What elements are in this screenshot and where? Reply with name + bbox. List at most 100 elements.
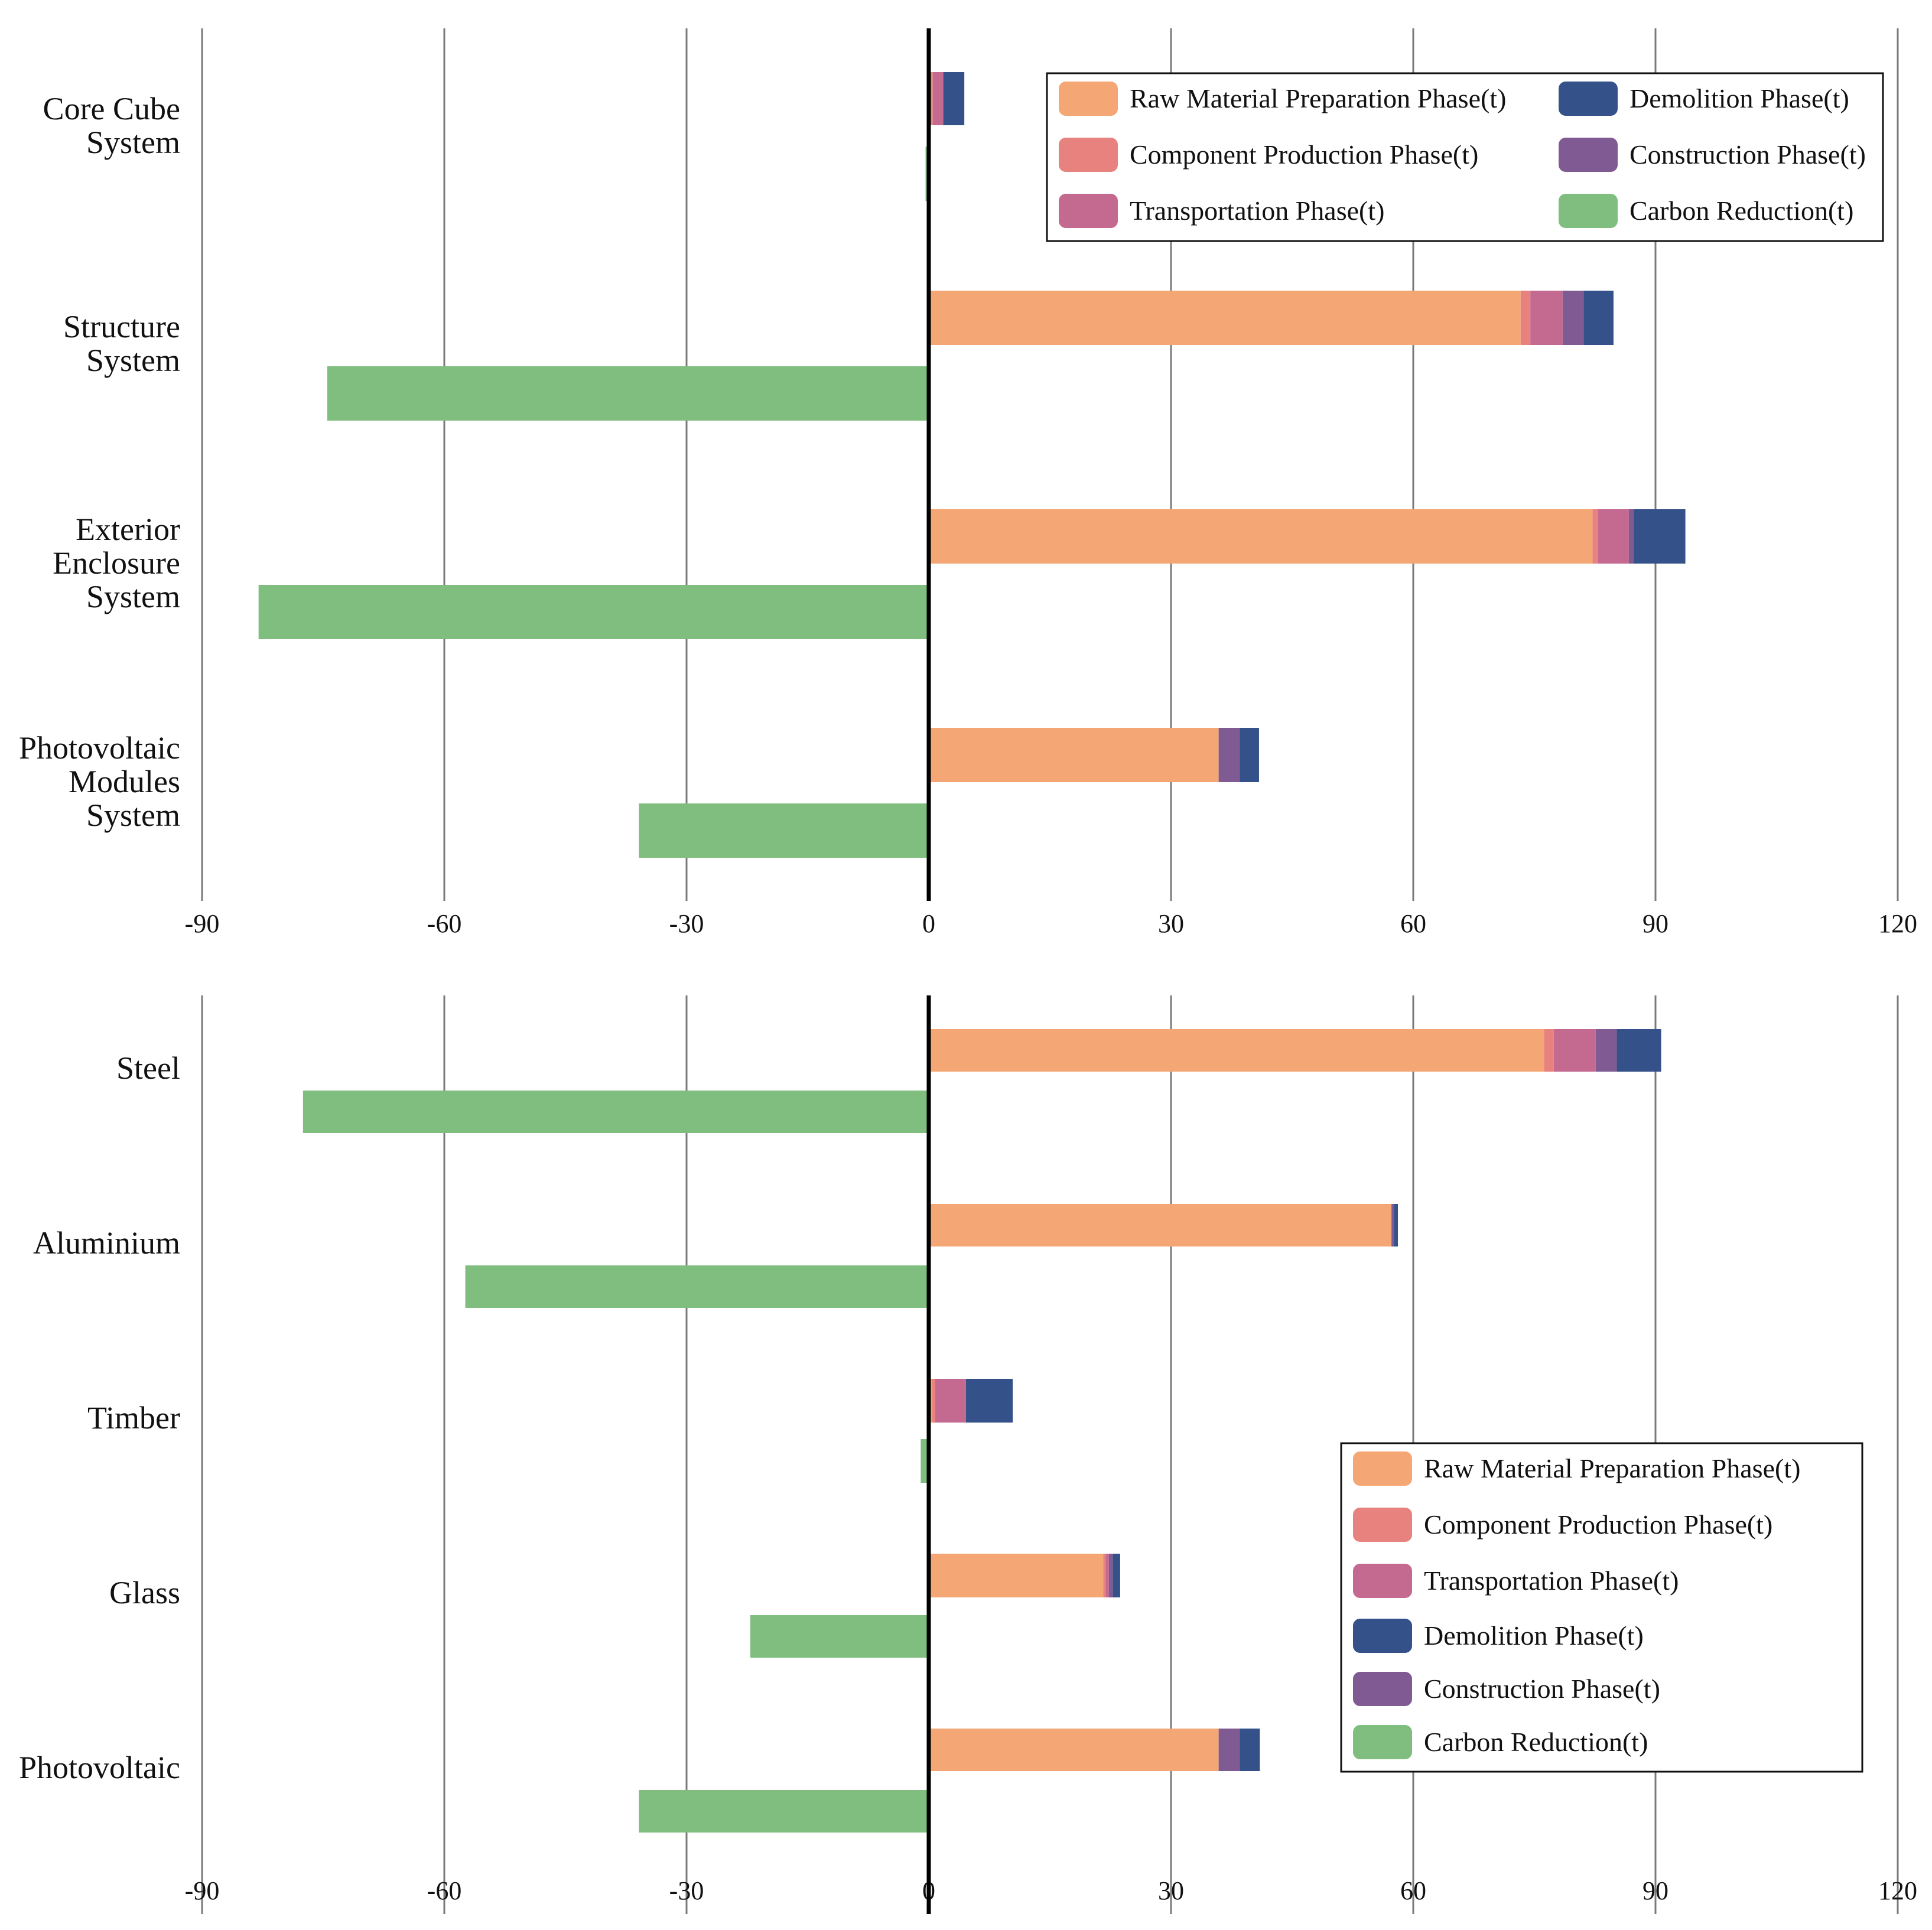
legend-swatch-construction (1353, 1672, 1412, 1706)
bar-segment-demolition (1113, 1554, 1120, 1597)
x-tick-label: 120 (1878, 909, 1917, 938)
bar-segment-transport (1553, 1029, 1596, 1072)
category-label: Enclosure (53, 545, 180, 581)
legend-swatch-transport (1059, 194, 1118, 228)
category-label: Modules (69, 764, 180, 799)
bar-segment-demolition (1634, 509, 1686, 564)
x-tick-label: -90 (185, 909, 220, 938)
legend-label-demolition: Demolition Phase(t) (1424, 1620, 1644, 1651)
x-tick-label: -90 (185, 1876, 220, 1905)
legend-swatch-raw (1353, 1451, 1412, 1486)
bar-segment-component (1592, 509, 1598, 564)
legend-label-component: Component Production Phase(t) (1130, 139, 1478, 170)
category-label: Aluminium (33, 1225, 180, 1261)
bar-segment-demolition (943, 72, 965, 125)
bar-segment-demolition (1394, 1204, 1398, 1246)
bar-segment-demolition (1583, 291, 1614, 345)
legend-label-component: Component Production Phase(t) (1424, 1509, 1772, 1540)
legend-swatch-reduction (1559, 194, 1618, 228)
bar-segment-construction (1595, 1029, 1617, 1072)
bar-segment-raw (929, 509, 1593, 564)
bar-segment-reduction (639, 1790, 929, 1833)
x-tick-label: -60 (427, 1876, 462, 1905)
x-tick-label: 30 (1158, 909, 1184, 938)
bar-segment-demolition (965, 1379, 1013, 1423)
bar-segment-raw (929, 1204, 1392, 1246)
x-tick-label: 120 (1878, 1876, 1917, 1905)
bar-segment-construction (1562, 291, 1584, 345)
legend-swatch-transport (1353, 1564, 1412, 1598)
bar-segment-demolition (1240, 728, 1259, 782)
x-tick-label: -30 (669, 909, 704, 938)
bar-segment-construction (1218, 1729, 1240, 1771)
bar-segment-reduction (303, 1091, 929, 1133)
x-tick-label: -30 (669, 1876, 704, 1905)
bar-segment-raw (929, 1029, 1544, 1072)
bar-segment-construction (1628, 509, 1634, 564)
legend: Raw Material Preparation Phase(t) Demolit… (1046, 72, 1884, 242)
bar-segment-demolition (1240, 1729, 1260, 1771)
bar-segment-component (1103, 1554, 1106, 1597)
legend-swatch-raw (1059, 82, 1118, 116)
legend-swatch-construction (1559, 138, 1618, 172)
category-label: Exterior (76, 512, 180, 547)
x-tick-label: 0 (922, 909, 935, 938)
legend-label-transport: Transportation Phase(t) (1424, 1566, 1679, 1596)
bar-segment-transport (1105, 1554, 1109, 1597)
bar-segment-reduction (465, 1265, 929, 1308)
bar-segment-transport (935, 1379, 966, 1423)
bar-segment-reduction (258, 585, 929, 639)
x-tick-label: 60 (1400, 909, 1426, 938)
legend-box (1340, 1442, 1863, 1773)
bar-segment-reduction (327, 366, 929, 421)
legend-label-construction: Construction Phase(t) (1629, 139, 1866, 170)
legend-label-reduction: Carbon Reduction(t) (1424, 1727, 1648, 1757)
x-tick-label: 90 (1642, 909, 1668, 938)
bar-segment-construction (1391, 1204, 1394, 1246)
x-tick-label: -60 (427, 909, 462, 938)
bar-segment-component (932, 1379, 935, 1423)
category-label: Photovoltaic (19, 730, 180, 766)
category-label: Timber (87, 1400, 180, 1436)
bar-segment-transport (1598, 509, 1629, 564)
category-label: Glass (109, 1575, 180, 1610)
bar-segment-reduction (750, 1615, 929, 1658)
legend-label-construction: Construction Phase(t) (1424, 1674, 1660, 1704)
category-label: System (86, 579, 180, 614)
category-label: Steel (116, 1050, 180, 1086)
legend-swatch-reduction (1353, 1725, 1412, 1759)
legend-swatch-demolition (1353, 1619, 1412, 1653)
bar-segment-transport (1530, 291, 1563, 345)
bar-segment-component (1544, 1029, 1554, 1072)
category-label: System (86, 343, 180, 378)
category-label: System (86, 125, 180, 160)
category-label: Structure (63, 309, 180, 344)
bar-segment-raw (929, 1729, 1219, 1771)
x-tick-label: 90 (1642, 1876, 1668, 1905)
category-label: System (86, 798, 180, 833)
legend-swatch-demolition (1559, 82, 1618, 116)
legend-label-raw: Raw Material Preparation Phase(t) (1130, 83, 1506, 113)
bar-segment-raw (929, 1554, 1104, 1597)
legend-swatch-component (1353, 1508, 1412, 1542)
legend-label-reduction: Carbon Reduction(t) (1629, 196, 1853, 226)
legend-label-transport: Transportation Phase(t) (1130, 196, 1384, 226)
legend-swatch-component (1059, 138, 1118, 172)
bar-segment-demolition (1616, 1029, 1661, 1072)
bar-segment-raw (929, 728, 1219, 782)
legend-box (1046, 72, 1884, 242)
bar-segment-construction (1108, 1554, 1113, 1597)
x-tick-label: 60 (1400, 1876, 1426, 1905)
panel-2: -90-60-300306090120SteelAluminiumTimberG… (19, 995, 1917, 1914)
bar-segment-construction (1218, 728, 1240, 782)
bar-segment-raw (929, 291, 1521, 345)
legend-label-demolition: Demolition Phase(t) (1629, 83, 1849, 113)
legend: Raw Material Preparation Phase(t) Compone… (1340, 1442, 1863, 1773)
legend-label-raw: Raw Material Preparation Phase(t) (1424, 1453, 1800, 1483)
x-tick-label: 30 (1158, 1876, 1184, 1905)
category-label: Core Cube (43, 91, 180, 126)
bar-segment-reduction (639, 803, 929, 858)
